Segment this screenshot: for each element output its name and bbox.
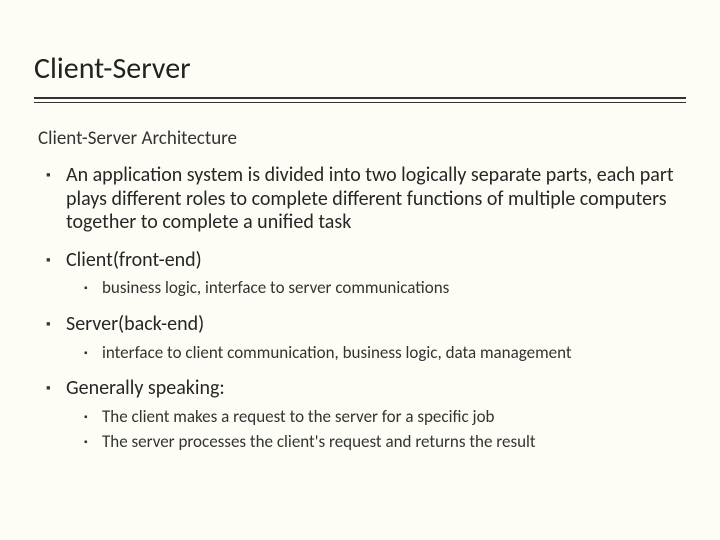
list-item: Generally speaking: The client makes a r… (44, 377, 676, 452)
sub-bullet-text: The client makes a request to the server… (102, 406, 494, 427)
sub-list: interface to client communication, busin… (84, 343, 676, 364)
bullet-list: An application system is divided into tw… (34, 164, 686, 453)
sub-list-item: interface to client communication, busin… (84, 343, 676, 364)
bullet-text: An application system is divided into tw… (66, 163, 674, 234)
sub-bullet-text: The server processes the client's reques… (102, 431, 536, 452)
bullet-text: Server(back-end) (66, 312, 204, 336)
list-item: Client(front-end) business logic, interf… (44, 249, 676, 299)
sub-list: The client makes a request to the server… (84, 407, 676, 452)
slide-title: Client-Server (34, 50, 686, 91)
slide: Client-Server Client-Server Architecture… (0, 0, 720, 540)
sub-list: business logic, interface to server comm… (84, 278, 676, 299)
sub-list-item: The client makes a request to the server… (84, 407, 676, 428)
sub-bullet-text: interface to client communication, busin… (102, 342, 572, 363)
title-underline (34, 97, 686, 103)
bullet-text: Generally speaking: (66, 376, 225, 400)
list-item: An application system is divided into tw… (44, 164, 676, 235)
sub-bullet-text: business logic, interface to server comm… (102, 277, 449, 298)
sub-list-item: business logic, interface to server comm… (84, 278, 676, 299)
list-item: Server(back-end) interface to client com… (44, 313, 676, 363)
slide-subtitle: Client-Server Architecture (38, 127, 686, 150)
bullet-text: Client(front-end) (66, 248, 202, 272)
sub-list-item: The server processes the client's reques… (84, 432, 676, 453)
